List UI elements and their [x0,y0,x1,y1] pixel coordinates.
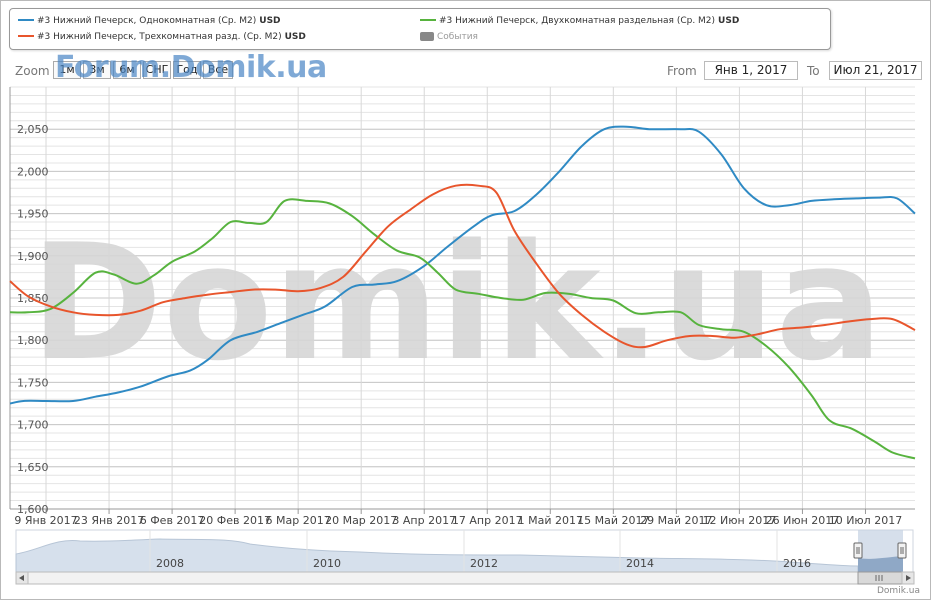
y-tick-label: 1,700 [17,419,49,432]
legend-label: #3 Нижний Печерск, Двухкомнатная раздель… [439,16,716,26]
from-date-input[interactable]: Янв 1, 2017 [704,61,798,80]
legend-item-2room[interactable]: #3 Нижний Печерск, Двухкомнатная раздель… [420,16,739,27]
legend-unit: USD [284,32,306,42]
x-tick-label: 10 Июл 2017 [829,514,903,527]
navigator-tick-label: 2010 [313,557,341,570]
zoom-button-3m[interactable]: 3м [83,61,111,79]
series-line-1room[interactable] [9,125,916,405]
zoom-button-year[interactable]: Год [173,61,201,79]
legend-item-3room[interactable]: #3 Нижний Печерск, Трехкомнатная разд. (… [18,32,306,43]
series-line-3room[interactable] [9,183,916,349]
y-tick-label: 1,900 [17,250,49,263]
y-tick-label: 2,050 [17,123,49,136]
x-tick-label: 12 Июн 2017 [703,514,777,527]
x-tick-label: 29 Май 2017 [640,514,712,527]
x-tick-label: 26 Июн 2017 [766,514,840,527]
to-date-input[interactable]: Июл 21, 2017 [829,61,922,80]
x-tick-label: 17 Апр 2017 [452,514,523,527]
zoom-label: Zoom [15,64,50,78]
legend-label: События [437,32,478,42]
legend-item-events[interactable]: События [420,32,478,43]
navigator-tick-label: 2008 [156,557,184,570]
x-tick-label: 20 Мар 2017 [325,514,397,527]
navigator-series-area [15,538,859,573]
navigator-tick-label: 2012 [470,557,498,570]
legend-unit: USD [259,16,281,26]
y-tick-label: 1,950 [17,208,49,221]
grid [9,86,915,510]
zoom-button-all[interactable]: Все [203,61,233,79]
navigator-axis: 2008 2010 2012 2014 2016 [149,530,811,572]
series-line-2room[interactable] [9,198,916,460]
legend-label: #3 Нижний Печерск, Однокомнатная (Ср. М2… [37,16,257,26]
arrow-right-icon [906,575,911,581]
legend-swatch [420,18,436,21]
y-tick-label: 1,800 [17,334,49,347]
chart-legend: #3 Нижний Печерск, Однокомнатная (Ср. М2… [9,8,831,50]
x-tick-label: 1 Май 2017 [518,514,583,527]
y-tick-label: 1,600 [17,503,49,516]
x-tick-label: 15 Май 2017 [577,514,649,527]
x-tick-label: 3 Апр 2017 [392,514,456,527]
arrow-left-icon [19,575,24,581]
y-axis: 1,6001,6501,7001,7501,8001,8501,9001,950… [17,123,49,516]
zoom-button-6m[interactable]: 6м [113,61,141,79]
legend-swatch [18,34,34,37]
navigator-handle-right[interactable] [897,542,907,559]
legend-item-1room[interactable]: #3 Нижний Печерск, Однокомнатная (Ср. М2… [18,16,281,27]
legend-swatch [18,18,34,21]
legend-unit: USD [718,16,740,26]
main-chart[interactable]: Domik.ua 1,6001,6501,7001,7501,8001,8501… [0,0,931,530]
navigator[interactable]: 2008 2010 2012 2014 2016 [0,528,931,588]
navigator-tick-label: 2016 [783,557,811,570]
domik-watermark: Domik.ua [30,209,883,396]
navigator-handle-left[interactable] [853,542,863,559]
zoom-button-ytd[interactable]: СНГ [143,61,171,79]
x-tick-label: 23 Янв 2017 [74,514,144,527]
y-tick-label: 2,000 [17,165,49,178]
x-tick-label: 20 Фев 2017 [199,514,271,527]
zoom-button-1m[interactable]: 1м [53,61,81,79]
y-tick-label: 1,650 [17,461,49,474]
navigator-tick-label: 2014 [626,557,654,570]
credits-link[interactable]: Domik.ua [877,586,920,596]
legend-swatch [420,32,434,41]
from-label: From [667,64,697,78]
scroll-thumb[interactable] [857,571,903,585]
x-tick-label: 9 Янв 2017 [14,514,77,527]
x-tick-label: 6 Фев 2017 [140,514,205,527]
to-label: To [807,64,820,78]
y-tick-label: 1,750 [17,376,49,389]
x-tick-label: 6 Мар 2017 [266,514,331,527]
legend-label: #3 Нижний Печерск, Трехкомнатная разд. (… [37,32,282,42]
scrollbar[interactable] [0,571,931,587]
navigator-selected-area [858,556,903,572]
series [9,125,916,460]
